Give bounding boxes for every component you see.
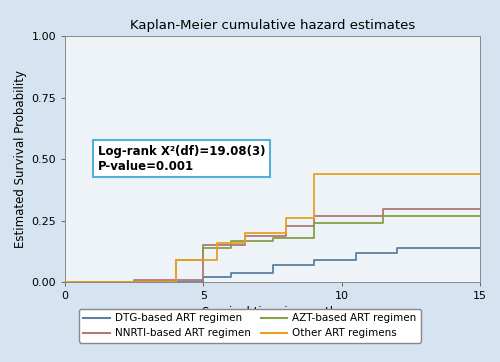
- X-axis label: Survival time in months: Survival time in months: [202, 306, 343, 319]
- Legend: DTG-based ART regimen, NNRTI-based ART regimen, AZT-based ART regimen, Other ART: DTG-based ART regimen, NNRTI-based ART r…: [80, 309, 420, 342]
- Title: Kaplan-Meier cumulative hazard estimates: Kaplan-Meier cumulative hazard estimates: [130, 19, 415, 32]
- Y-axis label: Estimated Survival Probability: Estimated Survival Probability: [14, 70, 27, 248]
- Text: Log-rank X²(df)=19.08(3)
P-value=0.001: Log-rank X²(df)=19.08(3) P-value=0.001: [98, 144, 266, 173]
